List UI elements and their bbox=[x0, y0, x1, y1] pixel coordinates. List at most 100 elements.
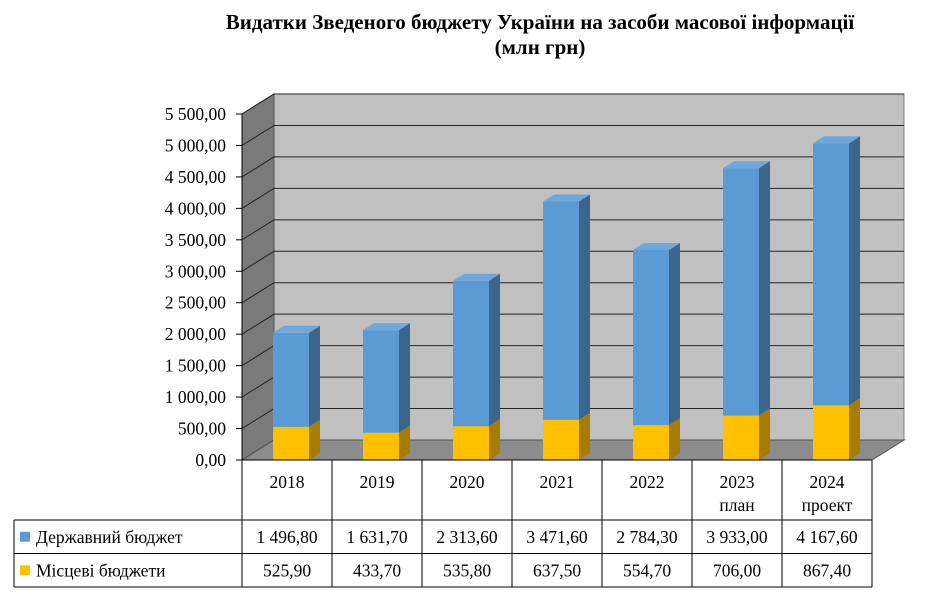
data-cell: 433,70 bbox=[353, 560, 401, 580]
data-cell: 4 167,60 bbox=[796, 527, 858, 547]
bar-local-2019-side bbox=[399, 425, 410, 460]
y-tick-label: 2 000,00 bbox=[165, 324, 227, 344]
series-name: Місцеві бюджети bbox=[36, 560, 165, 580]
bar-state-2024 bbox=[813, 136, 860, 406]
bar-local-2022-side bbox=[669, 418, 680, 460]
data-cell: 535,80 bbox=[443, 560, 491, 580]
bar-local-2021-side bbox=[579, 412, 590, 460]
gridline bbox=[241, 93, 904, 115]
y-tick-label: 500,00 bbox=[178, 419, 226, 439]
y-tick-label: 5 000,00 bbox=[165, 135, 227, 155]
gridline bbox=[241, 219, 904, 241]
y-tick-label: 4 000,00 bbox=[165, 198, 227, 218]
bar-state-2021-side bbox=[579, 194, 590, 420]
bar-state-2021-front bbox=[543, 201, 579, 420]
y-tick-label: 3 000,00 bbox=[165, 261, 227, 281]
gridline bbox=[241, 187, 904, 209]
gridline bbox=[241, 313, 904, 335]
category-label: 2022 bbox=[630, 472, 665, 492]
data-cell: 554,70 bbox=[623, 560, 671, 580]
bar-local-2020-front bbox=[453, 426, 489, 460]
category-sublabel: план bbox=[719, 495, 754, 515]
bar-state-2019-top bbox=[363, 323, 410, 331]
bar-state-2019-front bbox=[363, 330, 399, 433]
category-label: 2023 bbox=[720, 472, 755, 492]
y-tick-label: 5 500,00 bbox=[165, 104, 227, 124]
y-tick-label: 1 000,00 bbox=[165, 387, 227, 407]
bar-state-2018-front bbox=[273, 332, 309, 427]
data-cell: 525,90 bbox=[263, 560, 311, 580]
y-tick-label: 2 500,00 bbox=[165, 293, 227, 313]
series-name: Державний бюджет bbox=[36, 527, 183, 547]
bar-state-2019-side bbox=[399, 323, 410, 433]
data-cell: 706,00 bbox=[713, 560, 761, 580]
bar-state-2021-top bbox=[543, 194, 590, 202]
bar-local-2022-front bbox=[633, 425, 669, 460]
data-cell: 637,50 bbox=[533, 560, 581, 580]
bar-state-2024-front bbox=[813, 143, 849, 406]
category-label: 2019 bbox=[360, 472, 395, 492]
bar-local-2023-side bbox=[759, 408, 770, 460]
bar-local-2024-side bbox=[849, 398, 860, 460]
data-cell: 867,40 bbox=[803, 560, 851, 580]
gridline bbox=[241, 124, 904, 146]
bar-state-2018 bbox=[273, 325, 320, 427]
data-cell: 2 313,60 bbox=[436, 527, 498, 547]
bar-state-2023-side bbox=[759, 161, 770, 416]
bar-state-2024-side bbox=[849, 136, 860, 406]
category-sublabel: проект bbox=[802, 495, 853, 515]
legend-key bbox=[20, 531, 30, 542]
bar-state-2023-top bbox=[723, 161, 770, 169]
bar-state-2020-side bbox=[489, 273, 500, 427]
bar-state-2022-front bbox=[633, 249, 669, 426]
gridline bbox=[241, 156, 904, 178]
category-label: 2024 bbox=[810, 472, 845, 492]
data-cell: 3 933,00 bbox=[706, 527, 768, 547]
bar-state-2022-top bbox=[633, 242, 680, 250]
bar-local-2024 bbox=[813, 398, 860, 460]
y-axis-ticks: 0,00 500,00 1 000,00 1 500,00 2 000,00 2 500,… bbox=[165, 104, 243, 470]
bar-state-2023-front bbox=[723, 168, 759, 416]
data-cell: 1 631,70 bbox=[346, 527, 408, 547]
bar-local-2023-front bbox=[723, 415, 759, 460]
bar-state-2024-top bbox=[813, 136, 860, 144]
bar-local-2019-front bbox=[363, 432, 399, 460]
chart-bars bbox=[273, 136, 860, 460]
bar-state-2019 bbox=[363, 323, 410, 433]
y-tick-label: 0,00 bbox=[195, 450, 226, 470]
bar-state-2022-side bbox=[669, 242, 680, 426]
y-tick-label: 1 500,00 bbox=[165, 356, 227, 376]
side-wall bbox=[241, 93, 275, 461]
bar-local-2023 bbox=[723, 408, 770, 460]
bar-state-2021 bbox=[543, 194, 590, 420]
category-label: 2021 bbox=[540, 472, 575, 492]
bar-local-2021 bbox=[543, 412, 590, 460]
gridline bbox=[241, 282, 904, 304]
data-cell: 1 496,80 bbox=[256, 527, 318, 547]
category-label: 2018 bbox=[270, 472, 305, 492]
gridline bbox=[241, 250, 904, 272]
bar-local-2018-side bbox=[309, 419, 320, 460]
bar-local-2020-side bbox=[489, 419, 500, 460]
bar-local-2024-front bbox=[813, 405, 849, 460]
data-cell: 3 471,60 bbox=[526, 527, 588, 547]
bar-state-2020 bbox=[453, 273, 500, 427]
bar-local-2021-front bbox=[543, 419, 579, 460]
bar-state-2023 bbox=[723, 161, 770, 416]
legend-key bbox=[20, 565, 30, 576]
chart-title-line2: (млн грн) bbox=[494, 35, 586, 59]
bar-state-2020-top bbox=[453, 273, 500, 281]
chart-title-line1: Видатки Зведеного бюджету України на зас… bbox=[225, 10, 855, 34]
bar-local-2018-front bbox=[273, 426, 309, 460]
bar-state-2018-side bbox=[309, 325, 320, 427]
category-label: 2020 bbox=[450, 472, 485, 492]
bar-state-2020-front bbox=[453, 280, 489, 427]
data-table: 2018 2019 2020 2021 2022 2023 план 2024 проект Де… bbox=[13, 459, 873, 588]
bar-state-2022 bbox=[633, 242, 680, 426]
bar-state-2018-top bbox=[273, 325, 320, 333]
y-tick-label: 4 500,00 bbox=[165, 167, 227, 187]
data-cell: 2 784,30 bbox=[616, 527, 678, 547]
y-tick-label: 3 500,00 bbox=[165, 230, 227, 250]
chart-title: Видатки Зведеного бюджету України на зас… bbox=[150, 10, 925, 60]
